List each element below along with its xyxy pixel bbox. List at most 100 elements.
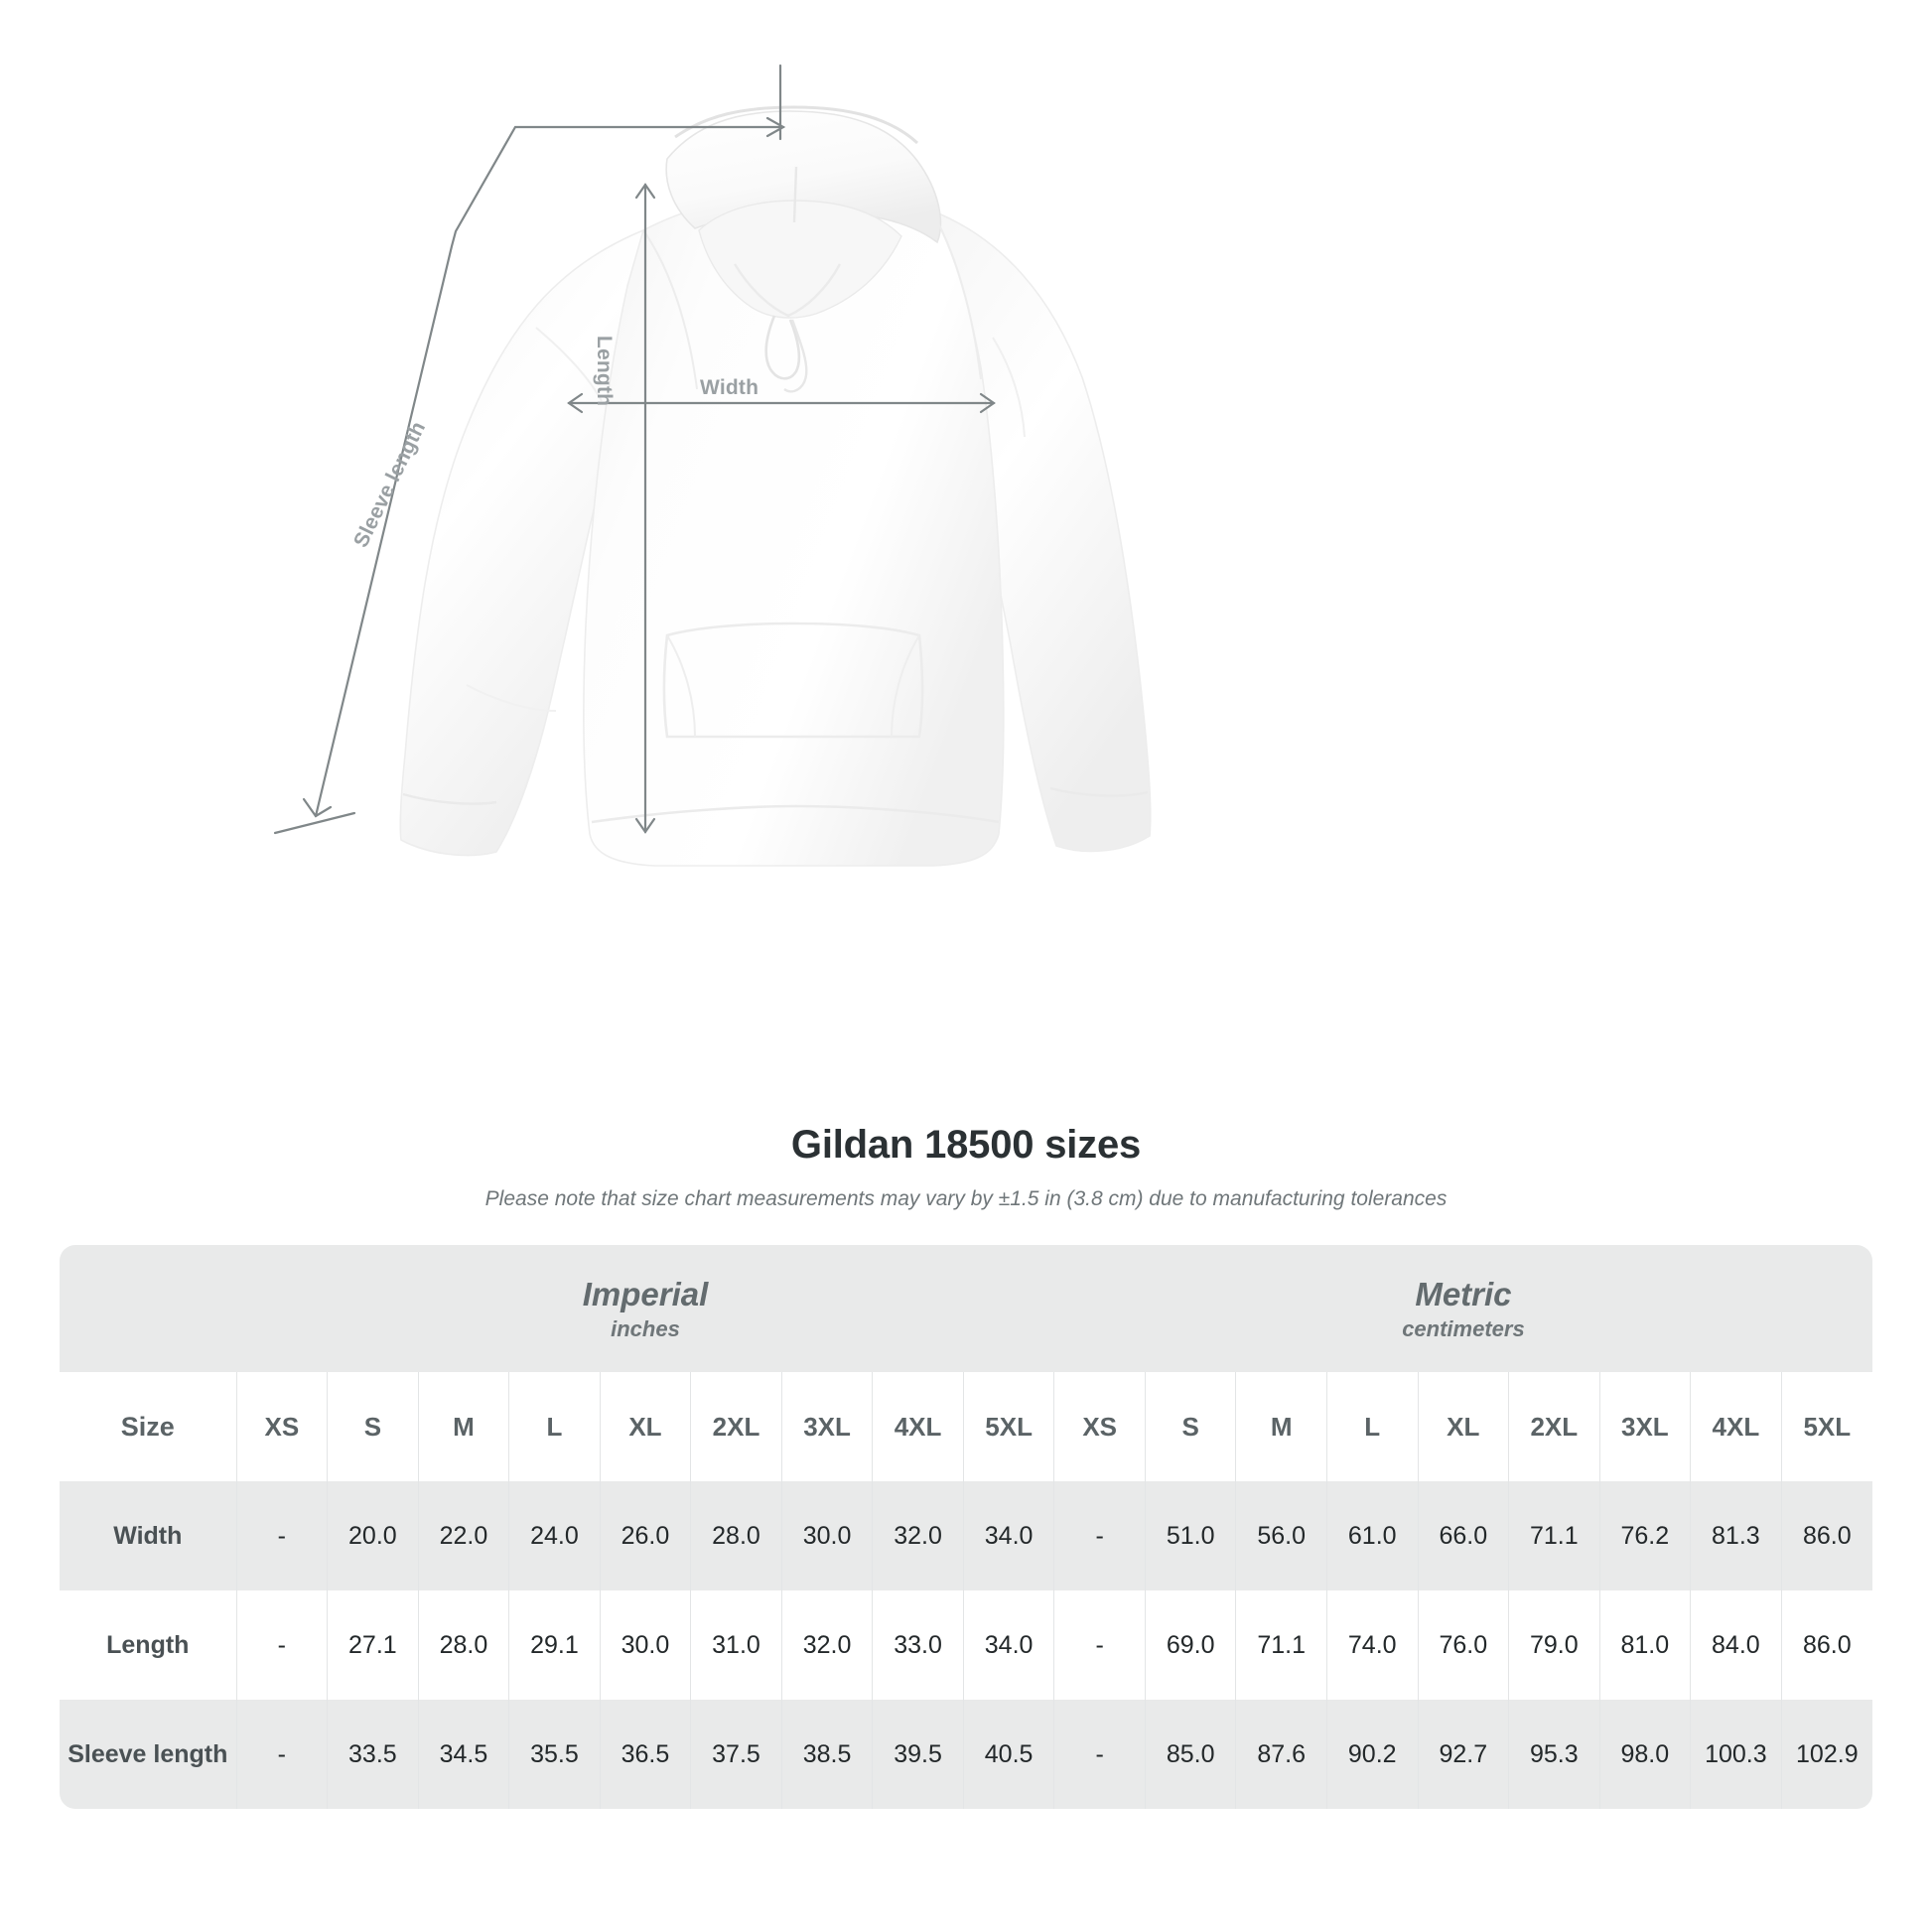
metric-name: Metric [1415,1275,1512,1312]
cell-sleeve-imperial-xl: 36.5 [600,1700,692,1809]
cell-sleeve-metric-xs: - [1053,1700,1146,1809]
size-header-metric-m: M [1235,1372,1327,1481]
row-label-length: Length [60,1590,237,1700]
cell-width-metric-s: 51.0 [1145,1481,1237,1590]
size-header-imperial-s: S [327,1372,419,1481]
cell-sleeve-imperial-3xl: 38.5 [781,1700,874,1809]
cell-width-metric-l: 61.0 [1326,1481,1419,1590]
cell-length-metric-2xl: 79.0 [1508,1590,1600,1700]
sleeve-arrow-top [765,116,786,138]
size-header-imperial-m: M [418,1372,510,1481]
length-arrow-bottom [634,817,656,834]
sleeve-tick-bottom [273,811,356,835]
unit-header-imperial: Imperial inches [236,1245,1054,1372]
cell-length-imperial-m: 28.0 [418,1590,510,1700]
cell-width-metric-m: 56.0 [1235,1481,1327,1590]
length-arrow-top [634,183,656,200]
imperial-name: Imperial [582,1275,709,1312]
length-label: Length [593,336,616,407]
cell-sleeve-imperial-5xl: 40.5 [963,1700,1055,1809]
cell-sleeve-metric-l: 90.2 [1326,1700,1419,1809]
cell-sleeve-imperial-4xl: 39.5 [872,1700,964,1809]
cell-width-imperial-l: 24.0 [508,1481,601,1590]
cell-sleeve-metric-m: 87.6 [1235,1700,1327,1809]
size-header-metric-4xl: 4XL [1690,1372,1782,1481]
cell-sleeve-imperial-l: 35.5 [508,1700,601,1809]
cell-sleeve-metric-s: 85.0 [1145,1700,1237,1809]
cell-sleeve-metric-3xl: 98.0 [1599,1700,1692,1809]
cell-length-imperial-2xl: 31.0 [690,1590,782,1700]
cell-sleeve-imperial-xs: - [236,1700,329,1809]
size-header-imperial-5xl: 5XL [963,1372,1055,1481]
cell-sleeve-imperial-s: 33.5 [327,1700,419,1809]
cell-length-metric-5xl: 86.0 [1781,1590,1872,1700]
hoodie-body [399,105,1152,867]
cell-sleeve-metric-xl: 92.7 [1418,1700,1510,1809]
cell-width-imperial-3xl: 30.0 [781,1481,874,1590]
table-row: Sleeve length - 33.5 34.5 35.5 36.5 37.5… [60,1700,1872,1809]
size-header-imperial-xl: XL [600,1372,692,1481]
size-header-metric-2xl: 2XL [1508,1372,1600,1481]
width-arrow-right [979,392,996,414]
metric-sub: centimeters [1402,1316,1525,1342]
cell-width-imperial-4xl: 32.0 [872,1481,964,1590]
cell-sleeve-metric-5xl: 102.9 [1781,1700,1872,1809]
cell-width-metric-5xl: 86.0 [1781,1481,1872,1590]
row-label-width: Width [60,1481,237,1590]
hoodie-illustration [273,64,1152,867]
cell-length-metric-s: 69.0 [1145,1590,1237,1700]
cell-width-metric-xs: - [1053,1481,1146,1590]
cell-sleeve-metric-4xl: 100.3 [1690,1700,1782,1809]
cell-length-imperial-3xl: 32.0 [781,1590,874,1700]
size-header-imperial-3xl: 3XL [781,1372,874,1481]
cell-length-imperial-xs: - [236,1590,329,1700]
cell-length-metric-4xl: 84.0 [1690,1590,1782,1700]
cell-length-imperial-4xl: 33.0 [872,1590,964,1700]
width-label: Width [700,376,759,399]
size-header-imperial-4xl: 4XL [872,1372,964,1481]
cell-width-imperial-s: 20.0 [327,1481,419,1590]
dimension-lines [273,64,996,835]
size-chart-table-wrapper: Imperial inches Metric centimeters Size … [60,1245,1872,1809]
size-header-imperial-l: L [508,1372,601,1481]
cell-sleeve-imperial-m: 34.5 [418,1700,510,1809]
cell-sleeve-imperial-2xl: 37.5 [690,1700,782,1809]
size-header-metric-s: S [1145,1372,1237,1481]
tolerance-note: Please note that size chart measurements… [484,1187,1448,1210]
unit-header-spacer [60,1245,237,1372]
cell-width-imperial-xl: 26.0 [600,1481,692,1590]
size-header-metric-5xl: 5XL [1781,1372,1872,1481]
cell-length-imperial-s: 27.1 [327,1590,419,1700]
size-header-imperial-xs: XS [236,1372,329,1481]
measurement-diagram: Length Width Sleeve length [273,64,1152,867]
cell-length-imperial-xl: 30.0 [600,1590,692,1700]
cell-length-imperial-5xl: 34.0 [963,1590,1055,1700]
size-header-row: Size XS S M L XL 2XL 3XL 4XL 5XL XS S M … [60,1372,1872,1481]
size-header-metric-xl: XL [1418,1372,1510,1481]
cell-length-metric-3xl: 81.0 [1599,1590,1692,1700]
cell-length-imperial-l: 29.1 [508,1590,601,1700]
cell-width-imperial-xs: - [236,1481,329,1590]
title-block: Gildan 18500 sizes Please note that size… [0,1123,1932,1211]
sleeve-arrow-bottom [302,797,333,818]
size-header-imperial-2xl: 2XL [690,1372,782,1481]
cell-width-metric-xl: 66.0 [1418,1481,1510,1590]
cell-width-imperial-m: 22.0 [418,1481,510,1590]
table-row: Length - 27.1 28.0 29.1 30.0 31.0 32.0 3… [60,1590,1872,1700]
imperial-sub: inches [611,1316,680,1342]
sleeve-leader-line [314,125,785,818]
size-header-metric-l: L [1326,1372,1419,1481]
size-header-metric-xs: XS [1053,1372,1146,1481]
unit-header-row: Imperial inches Metric centimeters [60,1245,1872,1372]
size-chart-table: Imperial inches Metric centimeters Size … [60,1245,1872,1809]
cell-length-metric-xs: - [1053,1590,1146,1700]
width-arrow-left [567,392,584,414]
cell-length-metric-m: 71.1 [1235,1590,1327,1700]
table-row: Width - 20.0 22.0 24.0 26.0 28.0 30.0 32… [60,1481,1872,1590]
row-label-sleeve-length: Sleeve length [60,1700,237,1809]
cell-length-metric-xl: 76.0 [1418,1590,1510,1700]
size-header-label: Size [60,1372,237,1481]
size-header-metric-3xl: 3XL [1599,1372,1692,1481]
cell-length-metric-l: 74.0 [1326,1590,1419,1700]
cell-width-imperial-2xl: 28.0 [690,1481,782,1590]
